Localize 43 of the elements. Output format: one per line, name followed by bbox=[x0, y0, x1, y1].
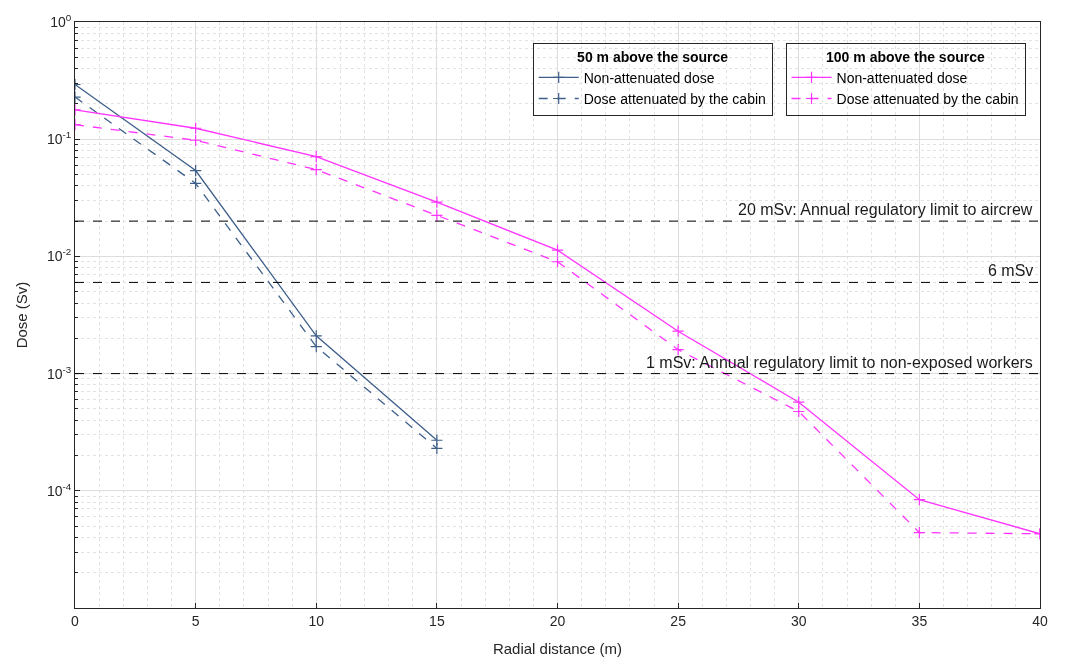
legend-label: Dose attenuated by the cabin bbox=[583, 90, 766, 107]
y-tick-label: 10$^{0}$ bbox=[50, 12, 72, 30]
x-tick-label: 0 bbox=[71, 612, 80, 629]
x-tick-label: 5 bbox=[191, 612, 200, 629]
legend-label: Dose attenuated by the cabin bbox=[836, 90, 1019, 107]
x-tick-label: 20 bbox=[549, 612, 566, 629]
point bbox=[430, 442, 444, 455]
annotation: 100 m above the source bbox=[826, 48, 985, 65]
point bbox=[430, 209, 444, 222]
y-tick-label: 10$^{-4}$ bbox=[46, 480, 72, 499]
point bbox=[189, 177, 202, 190]
point bbox=[310, 340, 323, 353]
legend-label: Non-attenuated dose bbox=[836, 69, 968, 86]
y-axis-title: Dose (Sv) bbox=[13, 281, 31, 349]
y-tick-label: 10$^{-1}$ bbox=[46, 129, 72, 148]
y-tick-label: 10$^{-3}$ bbox=[46, 363, 72, 382]
y-tick-label: 10$^{-2}$ bbox=[46, 246, 72, 265]
point bbox=[310, 163, 323, 176]
point bbox=[189, 134, 202, 147]
x-tick-label: 10 bbox=[308, 612, 325, 629]
point bbox=[189, 164, 202, 177]
x-tick-label: 30 bbox=[790, 612, 807, 629]
point bbox=[310, 329, 323, 343]
x-tick-label: 40 bbox=[1032, 612, 1048, 629]
point bbox=[671, 325, 685, 338]
point bbox=[792, 396, 805, 409]
x-tick-label: 25 bbox=[670, 612, 687, 629]
point bbox=[792, 405, 805, 418]
x-axis-title: Radial distance (m) bbox=[492, 639, 623, 657]
ref-line-label: 20 mSv: Annual regulatory limit to aircrew bbox=[738, 201, 1033, 218]
point bbox=[913, 526, 926, 539]
point bbox=[310, 150, 323, 163]
point bbox=[189, 122, 202, 135]
point bbox=[430, 196, 444, 209]
ref-line-label: 6 mSv bbox=[988, 262, 1034, 279]
x-tick-label: 15 bbox=[429, 612, 445, 629]
point bbox=[913, 493, 926, 506]
point bbox=[551, 255, 564, 268]
legend-label: Non-attenuated dose bbox=[583, 69, 715, 86]
x-tick-label: 35 bbox=[911, 612, 928, 629]
point bbox=[551, 243, 564, 257]
point bbox=[671, 343, 685, 356]
annotation: 50 m above the source bbox=[577, 48, 729, 65]
